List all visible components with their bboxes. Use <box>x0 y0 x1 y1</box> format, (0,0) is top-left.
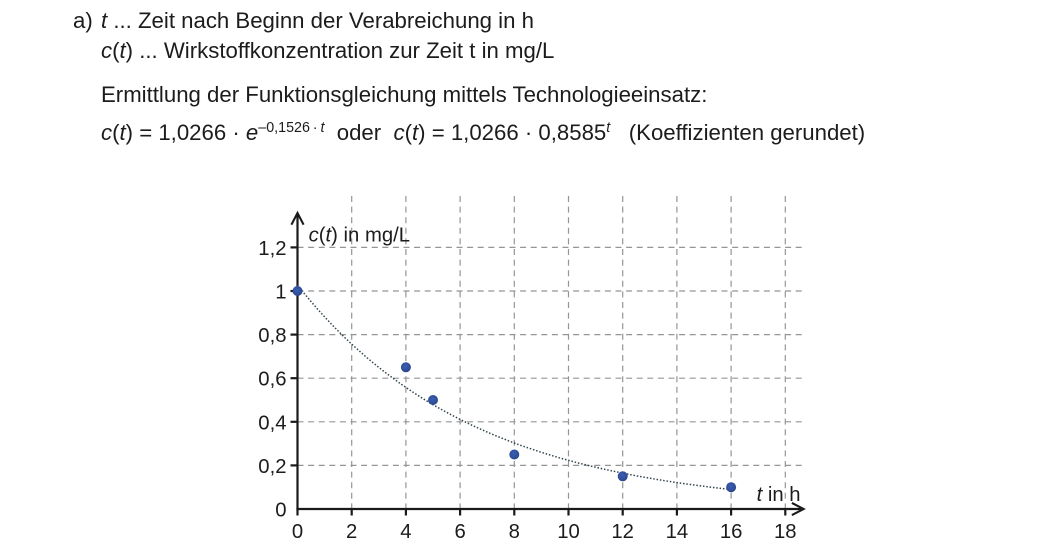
svg-text:16: 16 <box>720 521 743 543</box>
svg-text:8: 8 <box>509 521 520 543</box>
svg-text:1: 1 <box>275 282 286 304</box>
svg-text:c(t) in mg/L: c(t) in mg/L <box>309 224 410 246</box>
svg-text:0,4: 0,4 <box>258 412 286 434</box>
svg-text:2: 2 <box>346 521 357 543</box>
svg-text:0,8: 0,8 <box>258 325 286 347</box>
svg-text:4: 4 <box>400 521 411 543</box>
svg-text:0,2: 0,2 <box>258 456 286 478</box>
svg-text:18: 18 <box>774 521 797 543</box>
svg-text:0,6: 0,6 <box>258 369 286 391</box>
svg-text:0: 0 <box>292 521 303 543</box>
svg-text:12: 12 <box>611 521 634 543</box>
svg-text:0: 0 <box>275 500 286 522</box>
svg-text:14: 14 <box>666 521 689 543</box>
svg-text:1,2: 1,2 <box>258 238 286 260</box>
svg-text:10: 10 <box>557 521 580 543</box>
svg-text:6: 6 <box>454 521 465 543</box>
svg-text:t in h: t in h <box>757 484 801 506</box>
